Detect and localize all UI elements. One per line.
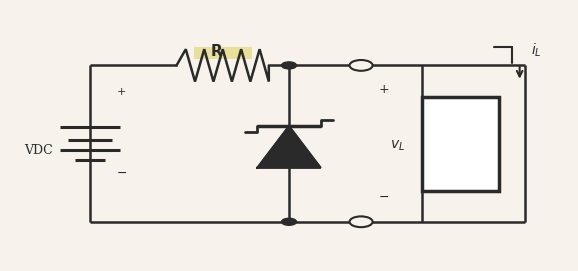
Text: $i_L$: $i_L$: [531, 42, 542, 59]
Circle shape: [281, 218, 297, 225]
Text: +: +: [117, 87, 127, 97]
Text: R: R: [211, 44, 223, 59]
Text: $v_L$: $v_L$: [390, 139, 405, 153]
Circle shape: [350, 60, 373, 71]
Text: −: −: [379, 191, 390, 204]
Bar: [194, 47, 251, 59]
Bar: [421, 97, 499, 191]
Text: VDC: VDC: [24, 144, 53, 157]
Circle shape: [350, 216, 373, 227]
Polygon shape: [257, 126, 321, 168]
Text: −: −: [117, 167, 127, 180]
Circle shape: [281, 62, 297, 69]
Text: +: +: [379, 83, 390, 96]
